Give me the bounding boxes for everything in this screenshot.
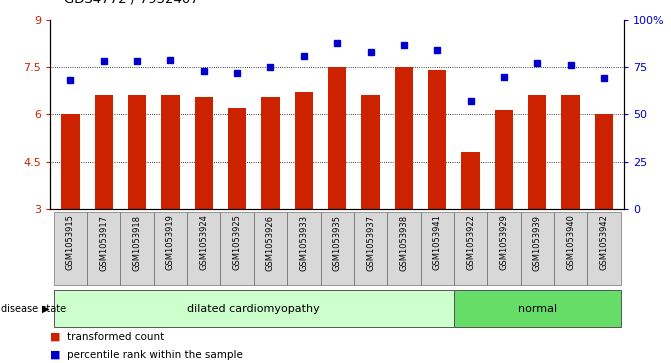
Bar xyxy=(528,95,546,209)
Bar xyxy=(195,97,213,209)
Text: GSM1053918: GSM1053918 xyxy=(133,215,142,270)
Bar xyxy=(228,108,246,209)
Bar xyxy=(362,95,380,209)
Bar xyxy=(254,212,287,285)
Text: GSM1053917: GSM1053917 xyxy=(99,215,108,270)
Bar xyxy=(521,212,554,285)
Bar xyxy=(120,212,154,285)
Bar xyxy=(261,97,280,209)
Bar xyxy=(95,95,113,209)
Bar xyxy=(387,212,421,285)
Text: GSM1053941: GSM1053941 xyxy=(433,215,442,270)
Text: dilated cardiomyopathy: dilated cardiomyopathy xyxy=(187,303,320,314)
Text: GSM1053937: GSM1053937 xyxy=(366,215,375,271)
Bar xyxy=(595,114,613,209)
Bar xyxy=(454,212,487,285)
Text: GSM1053940: GSM1053940 xyxy=(566,215,575,270)
Bar xyxy=(287,212,321,285)
Bar xyxy=(421,212,454,285)
Text: GSM1053915: GSM1053915 xyxy=(66,215,75,270)
Text: percentile rank within the sample: percentile rank within the sample xyxy=(67,350,243,360)
Bar xyxy=(161,95,180,209)
Bar xyxy=(454,290,621,327)
Text: GSM1053933: GSM1053933 xyxy=(299,215,308,271)
Bar xyxy=(587,212,621,285)
Bar xyxy=(54,212,87,285)
Bar xyxy=(428,70,446,209)
Bar xyxy=(395,67,413,209)
Bar xyxy=(61,114,79,209)
Bar xyxy=(495,110,513,209)
Bar xyxy=(154,212,187,285)
Text: GSM1053924: GSM1053924 xyxy=(199,215,208,270)
Bar xyxy=(221,212,254,285)
Text: GSM1053942: GSM1053942 xyxy=(599,215,609,270)
Bar xyxy=(354,212,387,285)
Bar xyxy=(328,67,346,209)
Bar xyxy=(128,95,146,209)
Text: GSM1053929: GSM1053929 xyxy=(499,215,509,270)
Text: GSM1053922: GSM1053922 xyxy=(466,215,475,270)
Text: transformed count: transformed count xyxy=(67,332,164,342)
Text: GDS4772 / 7932407: GDS4772 / 7932407 xyxy=(64,0,199,5)
Bar xyxy=(54,290,454,327)
Text: ■: ■ xyxy=(50,332,61,342)
Text: disease state: disease state xyxy=(1,303,66,314)
Text: GSM1053925: GSM1053925 xyxy=(233,215,242,270)
Text: ■: ■ xyxy=(50,350,61,360)
Text: GSM1053939: GSM1053939 xyxy=(533,215,541,270)
Text: GSM1053935: GSM1053935 xyxy=(333,215,342,270)
Bar xyxy=(562,95,580,209)
Text: GSM1053919: GSM1053919 xyxy=(166,215,175,270)
Bar xyxy=(87,212,120,285)
Bar xyxy=(487,212,521,285)
Text: GSM1053926: GSM1053926 xyxy=(266,215,275,270)
Text: GSM1053938: GSM1053938 xyxy=(399,215,409,271)
Bar xyxy=(321,212,354,285)
Bar xyxy=(295,92,313,209)
Text: normal: normal xyxy=(518,303,557,314)
Bar xyxy=(462,152,480,209)
Bar xyxy=(554,212,587,285)
Text: ▶: ▶ xyxy=(42,303,49,314)
Bar xyxy=(187,212,221,285)
